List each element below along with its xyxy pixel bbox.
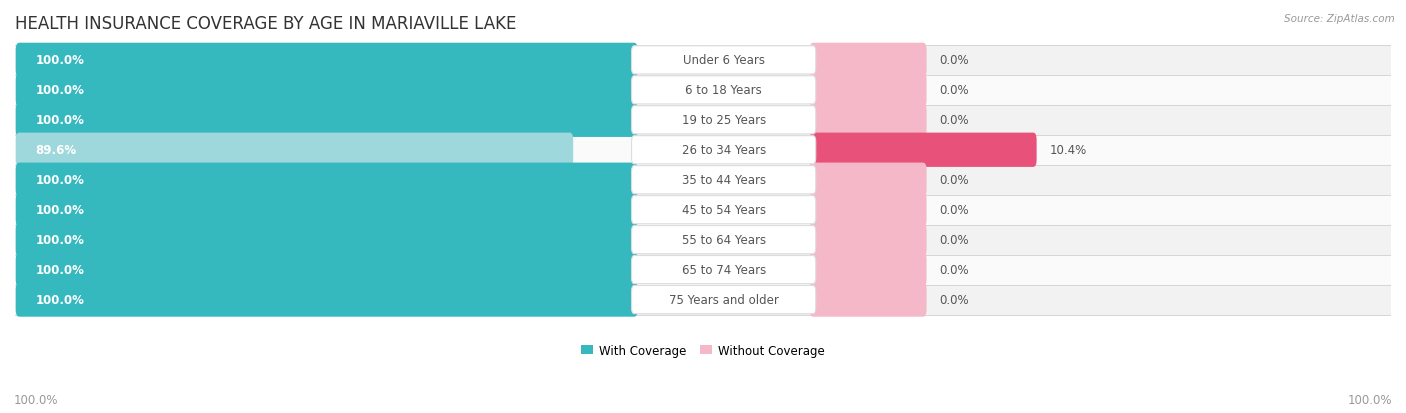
FancyBboxPatch shape [810,163,927,197]
FancyBboxPatch shape [15,195,1391,225]
FancyBboxPatch shape [15,106,1391,135]
Text: 100.0%: 100.0% [35,204,84,217]
Text: 100.0%: 100.0% [35,114,84,127]
Text: 26 to 34 Years: 26 to 34 Years [682,144,766,157]
Text: 100.0%: 100.0% [35,234,84,247]
FancyBboxPatch shape [15,163,637,197]
FancyBboxPatch shape [15,225,1391,255]
Text: 0.0%: 0.0% [939,54,969,67]
Text: 100.0%: 100.0% [35,84,84,97]
FancyBboxPatch shape [15,133,574,168]
FancyBboxPatch shape [810,283,927,317]
Text: 55 to 64 Years: 55 to 64 Years [682,234,766,247]
FancyBboxPatch shape [15,255,1391,285]
FancyBboxPatch shape [15,285,1391,315]
Text: 75 Years and older: 75 Years and older [669,293,779,306]
Text: HEALTH INSURANCE COVERAGE BY AGE IN MARIAVILLE LAKE: HEALTH INSURANCE COVERAGE BY AGE IN MARI… [15,15,516,33]
FancyBboxPatch shape [15,76,1391,106]
FancyBboxPatch shape [810,193,927,227]
Text: 35 to 44 Years: 35 to 44 Years [682,174,766,187]
Text: 100.0%: 100.0% [35,263,84,276]
Text: 100.0%: 100.0% [35,54,84,67]
FancyBboxPatch shape [631,226,815,254]
Legend: With Coverage, Without Coverage: With Coverage, Without Coverage [576,339,830,361]
Text: 89.6%: 89.6% [35,144,77,157]
Text: 0.0%: 0.0% [939,204,969,217]
FancyBboxPatch shape [631,47,815,75]
Text: 100.0%: 100.0% [35,174,84,187]
FancyBboxPatch shape [15,44,637,78]
Text: 0.0%: 0.0% [939,263,969,276]
Text: 0.0%: 0.0% [939,174,969,187]
Text: Under 6 Years: Under 6 Years [683,54,765,67]
Text: 10.4%: 10.4% [1050,144,1087,157]
Text: 19 to 25 Years: 19 to 25 Years [682,114,766,127]
FancyBboxPatch shape [631,107,815,135]
FancyBboxPatch shape [15,165,1391,195]
FancyBboxPatch shape [631,136,815,164]
FancyBboxPatch shape [15,193,637,227]
Text: 0.0%: 0.0% [939,234,969,247]
Text: 100.0%: 100.0% [35,293,84,306]
Text: 0.0%: 0.0% [939,84,969,97]
FancyBboxPatch shape [810,253,927,287]
FancyBboxPatch shape [631,196,815,224]
Text: 100.0%: 100.0% [14,393,59,406]
Text: Source: ZipAtlas.com: Source: ZipAtlas.com [1284,14,1395,24]
FancyBboxPatch shape [15,135,1391,165]
FancyBboxPatch shape [15,283,637,317]
FancyBboxPatch shape [631,76,815,104]
FancyBboxPatch shape [810,223,927,257]
FancyBboxPatch shape [15,253,637,287]
FancyBboxPatch shape [15,103,637,138]
Text: 0.0%: 0.0% [939,114,969,127]
FancyBboxPatch shape [810,103,927,138]
Text: 100.0%: 100.0% [1347,393,1392,406]
FancyBboxPatch shape [15,74,637,108]
FancyBboxPatch shape [631,286,815,314]
Text: 0.0%: 0.0% [939,293,969,306]
Text: 65 to 74 Years: 65 to 74 Years [682,263,766,276]
FancyBboxPatch shape [810,44,927,78]
Text: 45 to 54 Years: 45 to 54 Years [682,204,766,217]
Text: 6 to 18 Years: 6 to 18 Years [685,84,762,97]
FancyBboxPatch shape [810,74,927,108]
FancyBboxPatch shape [631,256,815,284]
FancyBboxPatch shape [631,166,815,194]
FancyBboxPatch shape [15,46,1391,76]
FancyBboxPatch shape [15,223,637,257]
FancyBboxPatch shape [810,133,1036,168]
